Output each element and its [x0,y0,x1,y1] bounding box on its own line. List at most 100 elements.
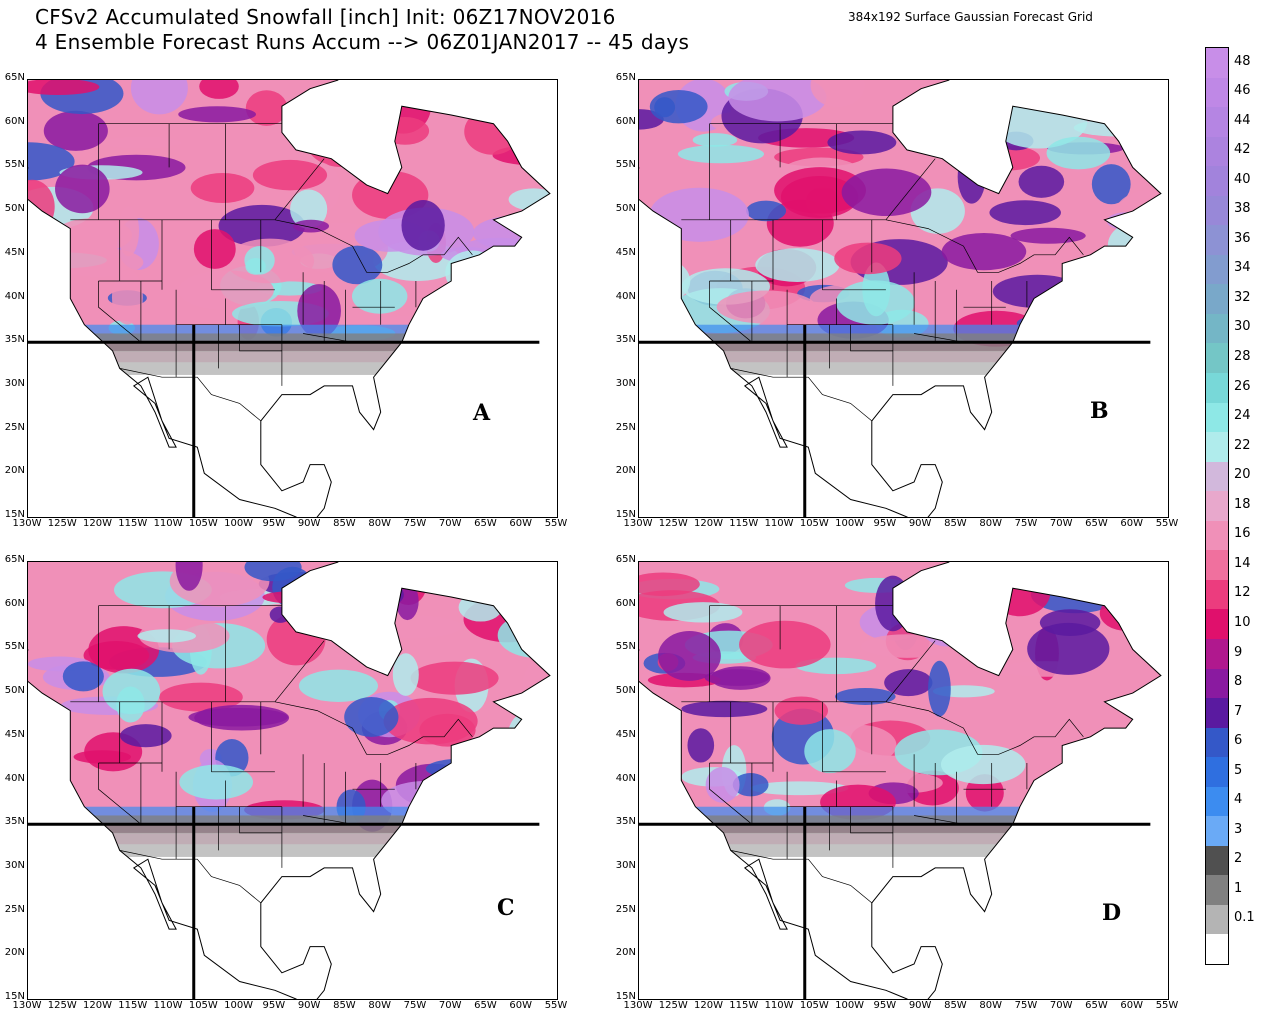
longitude-label: 90W [908,1000,932,1011]
panel-letter-label: B [1090,398,1109,424]
legend-value-label: 16 [1234,526,1251,542]
boundary-line [850,806,893,834]
snowfall-shading [28,562,550,857]
latitude-label: 25N [615,903,636,915]
longitude-label: 65W [1085,518,1108,529]
legend-swatch [1206,77,1228,108]
latitude-label: 50N [615,203,636,215]
legend-swatch [1206,432,1228,463]
latitude-label: 55N [4,159,25,171]
latitude-label: 20N [615,465,636,477]
legend-swatch [1206,875,1228,906]
latitude-label: 45N [4,728,25,740]
legend-value-label: 9 [1234,644,1243,660]
latitude-label: 20N [4,947,25,959]
longitude-label: 95W [262,1000,286,1011]
legend-swatch [1206,254,1228,285]
legend-value-label: 2 [1234,851,1243,867]
longitude-label: 75W [403,518,427,529]
longitude-label: 65W [1085,1000,1108,1011]
latitude-label: 25N [4,903,25,915]
longitude-label: 80W [368,1000,391,1011]
legend-swatch [1206,195,1228,226]
legend-value-label: 3 [1234,821,1243,837]
longitude-label: 130W [12,518,42,529]
legend-swatch [1206,609,1228,640]
color-legend-bar [1205,47,1229,965]
longitude-label: 70W [1049,1000,1073,1011]
boundary-line [119,850,262,904]
legend-swatch [1206,284,1228,315]
snowfall-shading [639,562,1161,857]
panel-letter-label: A [473,400,491,426]
legend-swatch [1206,668,1228,699]
longitude-label: 60W [509,1000,533,1011]
longitude-label: 80W [368,518,391,529]
boundary-line [274,158,325,221]
longitude-label: 120W [83,518,113,529]
latitude-label: 40N [4,290,25,302]
latitude-label: 45N [4,246,25,258]
legend-value-label: 28 [1234,349,1251,365]
longitude-label: 100W [224,1000,254,1011]
legend-swatch [1206,816,1228,847]
longitude-label: 65W [474,518,497,529]
longitude-label: 115W [118,518,148,529]
latitude-label: 50N [4,685,25,697]
boundary-line [885,158,936,221]
boundary-line [274,219,473,273]
longitude-label: 105W [188,518,218,529]
latitude-label: 30N [615,859,636,871]
snowfall-map [28,80,551,517]
legend-value-label: 36 [1234,230,1251,246]
latitude-label: 15N [4,509,25,520]
legend-value-label: 40 [1234,171,1251,187]
grid-description: 384x192 Surface Gaussian Forecast Grid [848,10,1093,24]
latitude-label: 30N [4,377,25,389]
longitude-label: 115W [729,518,759,529]
legend-value-label: 4 [1234,792,1243,808]
boundary-line [709,763,753,825]
legend-swatch [1206,727,1228,758]
latitude-label: 60N [615,597,636,609]
legend-value-label: 44 [1234,112,1251,128]
longitude-label: 75W [1014,518,1038,529]
longitude-label: 120W [694,518,724,529]
legend-swatch [1206,845,1228,876]
legend-swatch [1206,107,1228,138]
latitude-label: 40N [4,772,25,784]
map-panel-c [27,561,558,1000]
legend-value-label: 32 [1234,289,1251,305]
longitude-label: 55W [1155,1000,1179,1011]
longitude-label: 85W [333,518,356,529]
longitude-label: 55W [544,518,568,529]
legend-swatch [1206,520,1228,551]
coastline [639,562,1162,999]
longitude-label: 90W [908,518,932,529]
chart-title-line-2: 4 Ensemble Forecast Runs Accum --> 06Z01… [35,30,690,54]
longitude-label: 110W [153,518,183,529]
coastline [28,80,551,517]
boundary-line [98,763,142,825]
boundary-line [885,219,1084,273]
boundary-line [709,281,753,343]
snowfall-shading [28,80,550,375]
latitude-label: 65N [4,554,25,565]
latitude-label: 65N [615,554,636,565]
snowfall-map [639,80,1162,517]
longitude-label: 110W [764,1000,794,1011]
map-panel-d [638,561,1169,1000]
latitude-label: 60N [4,115,25,127]
legend-value-label: 24 [1234,408,1251,424]
boundary-line [730,850,873,904]
legend-value-label: 6 [1234,733,1243,749]
boundary-line [885,701,1084,755]
boundary-line [730,368,873,422]
legend-value-label: 1 [1234,880,1243,896]
longitude-label: 70W [438,1000,462,1011]
legend-value-label: 46 [1234,83,1251,99]
longitude-label: 60W [1120,1000,1144,1011]
latitude-label: 15N [615,509,636,520]
boundary-line [119,368,262,422]
latitude-label: 25N [615,421,636,433]
